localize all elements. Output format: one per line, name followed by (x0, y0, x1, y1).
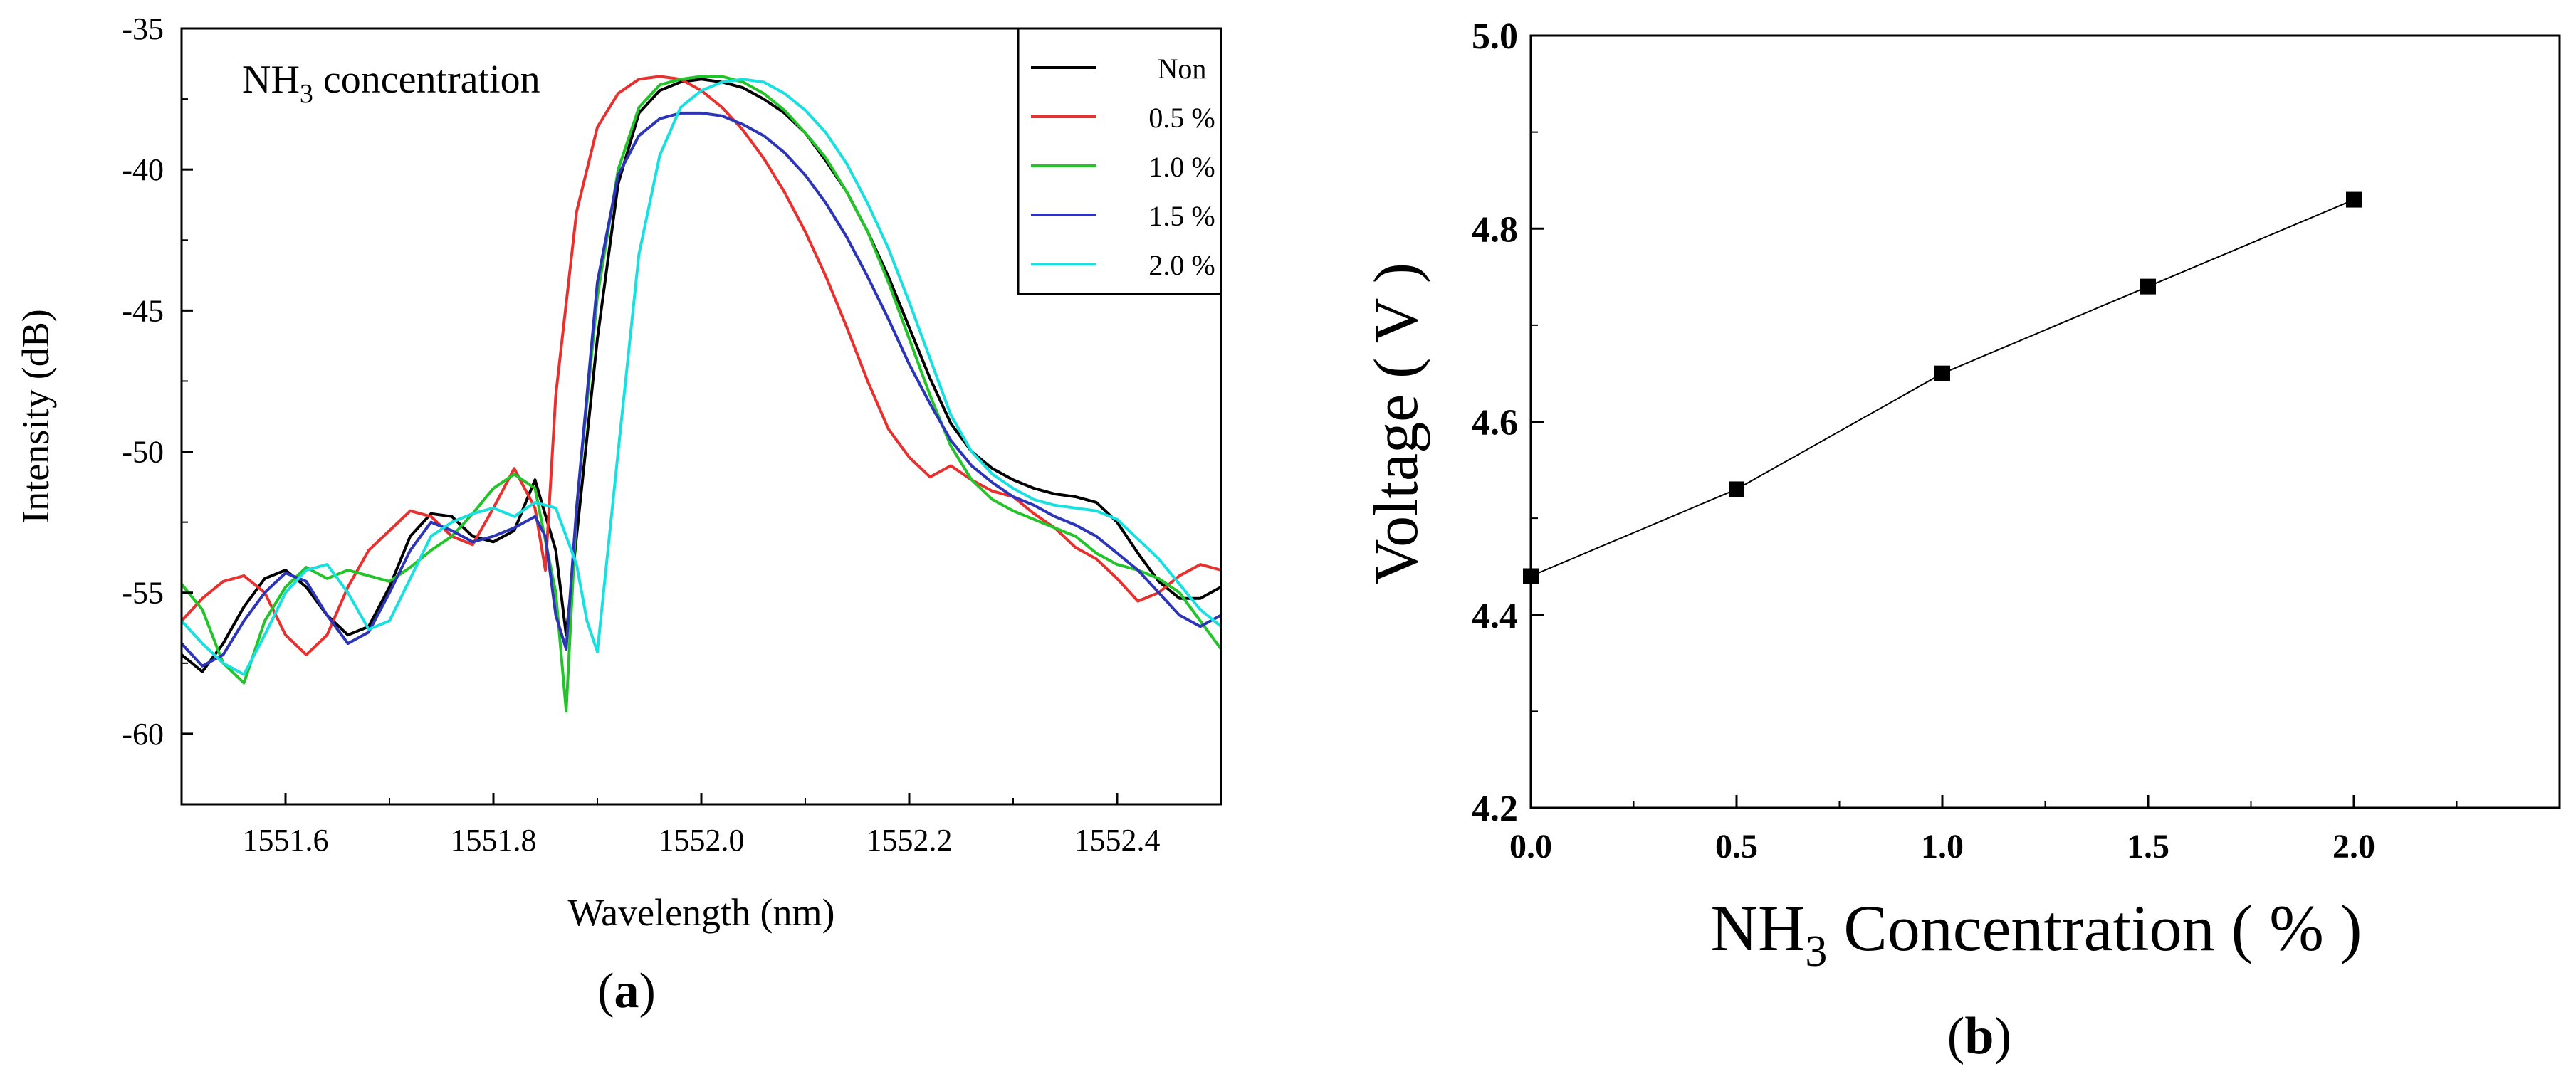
voltage-chart-panel-b: 0.0 0.5 1.0 1.5 2.0 4.2 4.4 4.6 4.8 5.0 NH3 Conce… (1362, 16, 2561, 1065)
series-line (1530, 199, 2355, 577)
x-tick-label: 1551.8 (451, 823, 537, 858)
legend-items: Non 0.5 % 1.0 % 1.5 % 2.0 % (1031, 53, 1215, 281)
legend-label: Non (1158, 53, 1207, 85)
y-tick-label: -35 (122, 11, 164, 46)
x-tick-label: 1552.0 (659, 823, 745, 858)
series-line-4 (180, 111, 1222, 668)
data-point-marker (1729, 481, 1744, 497)
chart-b-xlabel: NH3 Concentration ( % ) (1711, 892, 2362, 976)
panel-label-a: (a) (597, 964, 656, 1018)
x-tick-label: 0.0 (1509, 828, 1552, 865)
legend-box (1017, 27, 1222, 295)
y-tick-label: -55 (122, 576, 164, 611)
y-tick-label: -50 (122, 435, 164, 470)
y-tick-label: 4.2 (1472, 789, 1518, 829)
y-tick-label: -60 (122, 717, 164, 752)
series-line-3 (180, 75, 1222, 713)
x-tick-label: 1552.4 (1074, 823, 1161, 858)
chart-b-plot-frame (1529, 34, 2561, 809)
x-tick-label: 1552.2 (866, 823, 953, 858)
chart-b-series-group (1523, 191, 2362, 584)
y-tick-label: -45 (122, 293, 164, 328)
y-tick-label: 5.0 (1472, 16, 1518, 57)
panel-label-b: (b) (1947, 1007, 2011, 1065)
x-tick-label: 0.5 (1715, 828, 1758, 865)
series-line-2 (180, 75, 1222, 656)
data-point-marker (1934, 365, 1950, 381)
legend-label: 2.0 % (1148, 249, 1215, 281)
x-tick-label: 1551.6 (243, 823, 329, 858)
x-tick-label: 2.0 (2332, 828, 2375, 865)
series-line-1 (180, 78, 1222, 673)
chart-b-ylabel: Voltage ( V ) (1362, 263, 1431, 584)
y-tick-label: 4.6 (1472, 403, 1518, 443)
data-point-marker (2140, 278, 2156, 295)
chart-a-annotation: NH3 concentration (242, 58, 540, 109)
y-tick-label: 4.4 (1472, 596, 1518, 636)
data-point-marker (2346, 191, 2362, 208)
x-tick-label: 1.5 (2127, 828, 2169, 865)
chart-a-legend: Non 0.5 % 1.0 % 1.5 % 2.0 % (1017, 27, 1222, 295)
chart-a-xlabel: Wavelength (nm) (567, 891, 834, 934)
spectrum-chart-panel-a: 1551.6 1551.8 1552.0 1552.2 1552.4 -35 -40 -45 -… (14, 11, 1222, 1018)
legend-label: 1.0 % (1148, 151, 1215, 183)
series-line-5 (180, 78, 1222, 676)
chart-a-series-group (180, 75, 1222, 713)
chart-a-ticks: 1551.6 1551.8 1552.0 1552.2 1552.4 -35 -40 -45 -… (122, 11, 1222, 858)
y-tick-label: 4.8 (1472, 209, 1518, 250)
legend-label: 0.5 % (1148, 102, 1215, 134)
y-tick-label: -40 (122, 152, 164, 187)
x-tick-label: 1.0 (1921, 828, 1964, 865)
chart-b-ticks: 0.0 0.5 1.0 1.5 2.0 4.2 4.4 4.6 4.8 5.0 (1472, 16, 2458, 865)
legend-label: 1.5 % (1148, 200, 1215, 232)
chart-a-ylabel: Intensity (dB) (14, 309, 57, 523)
